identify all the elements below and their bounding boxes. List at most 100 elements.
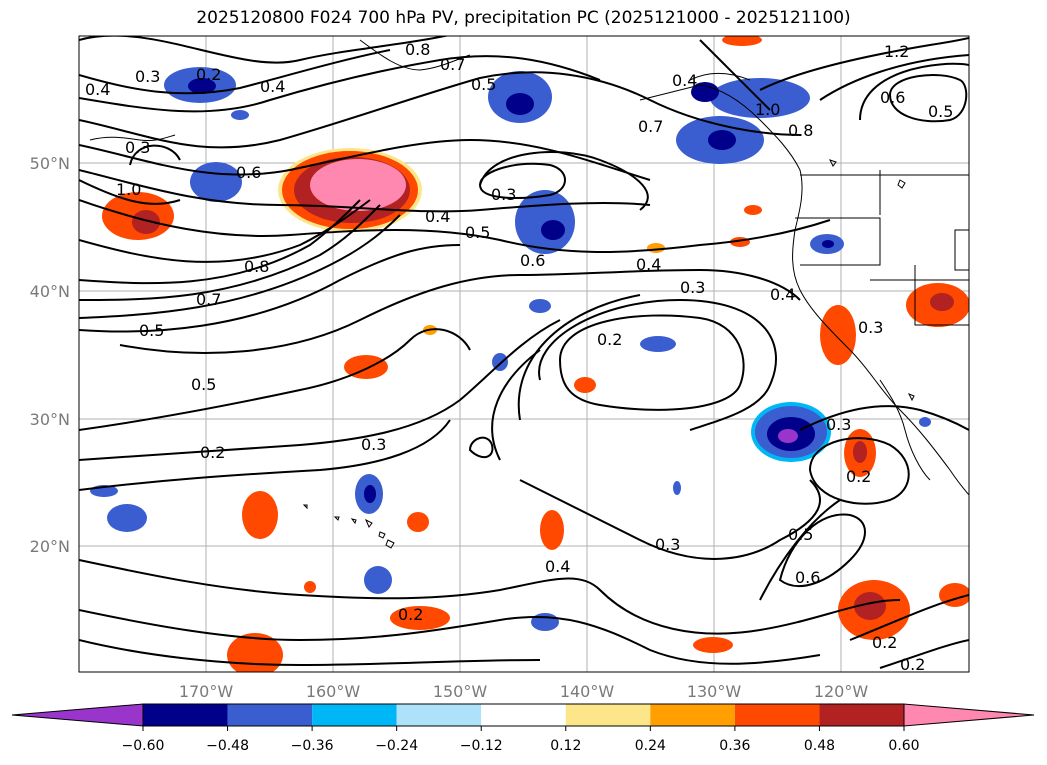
contour-label: 0.8 <box>788 121 813 140</box>
colorbar-tick-label: 0.36 <box>719 738 750 754</box>
map-frame <box>78 35 970 673</box>
precip-blob <box>540 510 564 550</box>
contour-label: 0.5 <box>928 102 953 121</box>
map-area <box>79 36 969 672</box>
contour-label: 0.7 <box>638 117 663 136</box>
pv-contours <box>79 36 969 669</box>
contour-label: 0.2 <box>196 65 221 84</box>
precip-blob <box>574 377 596 393</box>
contour-label: 0.5 <box>471 75 496 94</box>
precip-blob <box>506 93 534 115</box>
contour-label: 0.4 <box>545 557 570 576</box>
colorbar-tick-label: −0.12 <box>460 738 503 754</box>
precip-blob <box>820 305 856 365</box>
contour-label: 0.3 <box>125 138 150 157</box>
contour-label: 0.3 <box>135 67 160 86</box>
contour-label: 0.2 <box>597 330 622 349</box>
colorbar-tick-label: 0.12 <box>550 738 581 754</box>
precip-blob <box>744 205 762 215</box>
precip-blob <box>242 491 278 539</box>
precip-blob <box>673 481 681 495</box>
precip-blob <box>132 210 160 234</box>
contour-label: 0.2 <box>398 605 423 624</box>
precip-blob <box>708 130 736 150</box>
colorbar-segment <box>565 704 651 726</box>
colorbar-segment <box>227 704 313 726</box>
colorbar: −0.60 −0.48 −0.36 −0.24 −0.12 0.12 0.24 0.36 0.4… <box>11 703 1035 754</box>
lat-label: 20°N <box>30 537 70 556</box>
lat-label: 50°N <box>30 154 70 173</box>
contour-label: 1.0 <box>116 180 141 199</box>
precip-blob <box>531 613 559 631</box>
contour-label: 0.8 <box>405 40 430 59</box>
colorbar-segment <box>312 704 397 726</box>
precip-blob <box>541 220 565 240</box>
contour-label: 1.0 <box>755 100 780 119</box>
precip-blob <box>693 637 733 653</box>
contour-label: 0.2 <box>872 633 897 652</box>
contour-label: 0.3 <box>858 318 883 337</box>
lon-label: 150°W <box>433 682 488 701</box>
contour-label: 0.3 <box>361 435 386 454</box>
colorbar-tick-label: 0.24 <box>635 738 666 754</box>
latitude-labels: 50°N 40°N 30°N 20°N <box>30 154 70 556</box>
contour-label: 0.6 <box>520 251 545 270</box>
colorbar-extend-max <box>903 703 1035 727</box>
precip-blob <box>822 240 834 248</box>
contour-label: 0.3 <box>655 535 680 554</box>
contour-label: 0.4 <box>770 285 795 304</box>
contour-label: 0.3 <box>680 278 705 297</box>
colorbar-frame <box>142 703 905 727</box>
longitude-labels: 170°W 160°W 150°W 140°W 130°W 120°W <box>179 682 869 701</box>
contour-label: 0.3 <box>826 415 851 434</box>
precip-blob <box>407 512 429 532</box>
colorbar-segment <box>143 704 228 726</box>
contour-label: 0.2 <box>846 467 871 486</box>
precip-blob <box>778 429 798 443</box>
precip-blob <box>854 592 886 620</box>
precip-blob <box>919 417 931 427</box>
map-title: 2025120800 F024 700 hPa PV, precipitatio… <box>196 8 851 28</box>
precip-blob <box>647 243 665 253</box>
contour-label: 0.4 <box>425 207 450 226</box>
colorbar-tick-label: −0.60 <box>122 738 165 754</box>
contour-label: 1.2 <box>884 42 909 61</box>
lat-label: 40°N <box>30 282 70 301</box>
colorbar-extend-min <box>11 703 144 727</box>
contour-label: 0.4 <box>85 80 110 99</box>
precip-blob <box>364 485 376 503</box>
contour-label: 0.5 <box>788 525 813 544</box>
lon-label: 120°W <box>814 682 869 701</box>
contour-label: 0.3 <box>491 185 516 204</box>
precip-blob <box>227 633 283 672</box>
lon-label: 170°W <box>179 682 234 701</box>
precip-blob <box>190 162 242 202</box>
colorbar-segment <box>650 704 735 726</box>
colorbar-segment <box>734 704 820 726</box>
contour-label: 0.8 <box>244 257 269 276</box>
contour-label: 0.5 <box>139 321 164 340</box>
precip-blob <box>107 504 147 532</box>
contour-label: 0.4 <box>672 71 697 90</box>
colorbar-segment <box>819 704 904 726</box>
colorbar-tick-label: −0.36 <box>291 738 334 754</box>
contour-label: 0.6 <box>880 88 905 107</box>
contour-label: 0.6 <box>795 568 820 587</box>
contour-label: 0.7 <box>440 55 465 74</box>
contour-label: 0.4 <box>260 77 285 96</box>
contour-label: 0.2 <box>900 655 925 674</box>
precip-blob <box>930 293 954 311</box>
contour-label: 0.4 <box>636 255 661 274</box>
contour-label: 0.6 <box>236 163 261 182</box>
precip-blob <box>853 441 867 463</box>
colorbar-segment <box>481 704 566 726</box>
colorbar-tick-label: −0.24 <box>375 738 418 754</box>
contour-label: 0.7 <box>196 290 221 309</box>
colorbar-tick-label: −0.48 <box>206 738 249 754</box>
lon-label: 130°W <box>687 682 742 701</box>
contour-label: 0.5 <box>465 223 490 242</box>
precip-blob <box>304 581 316 593</box>
contour-label: 0.5 <box>191 375 216 394</box>
precip-blob <box>640 336 676 352</box>
